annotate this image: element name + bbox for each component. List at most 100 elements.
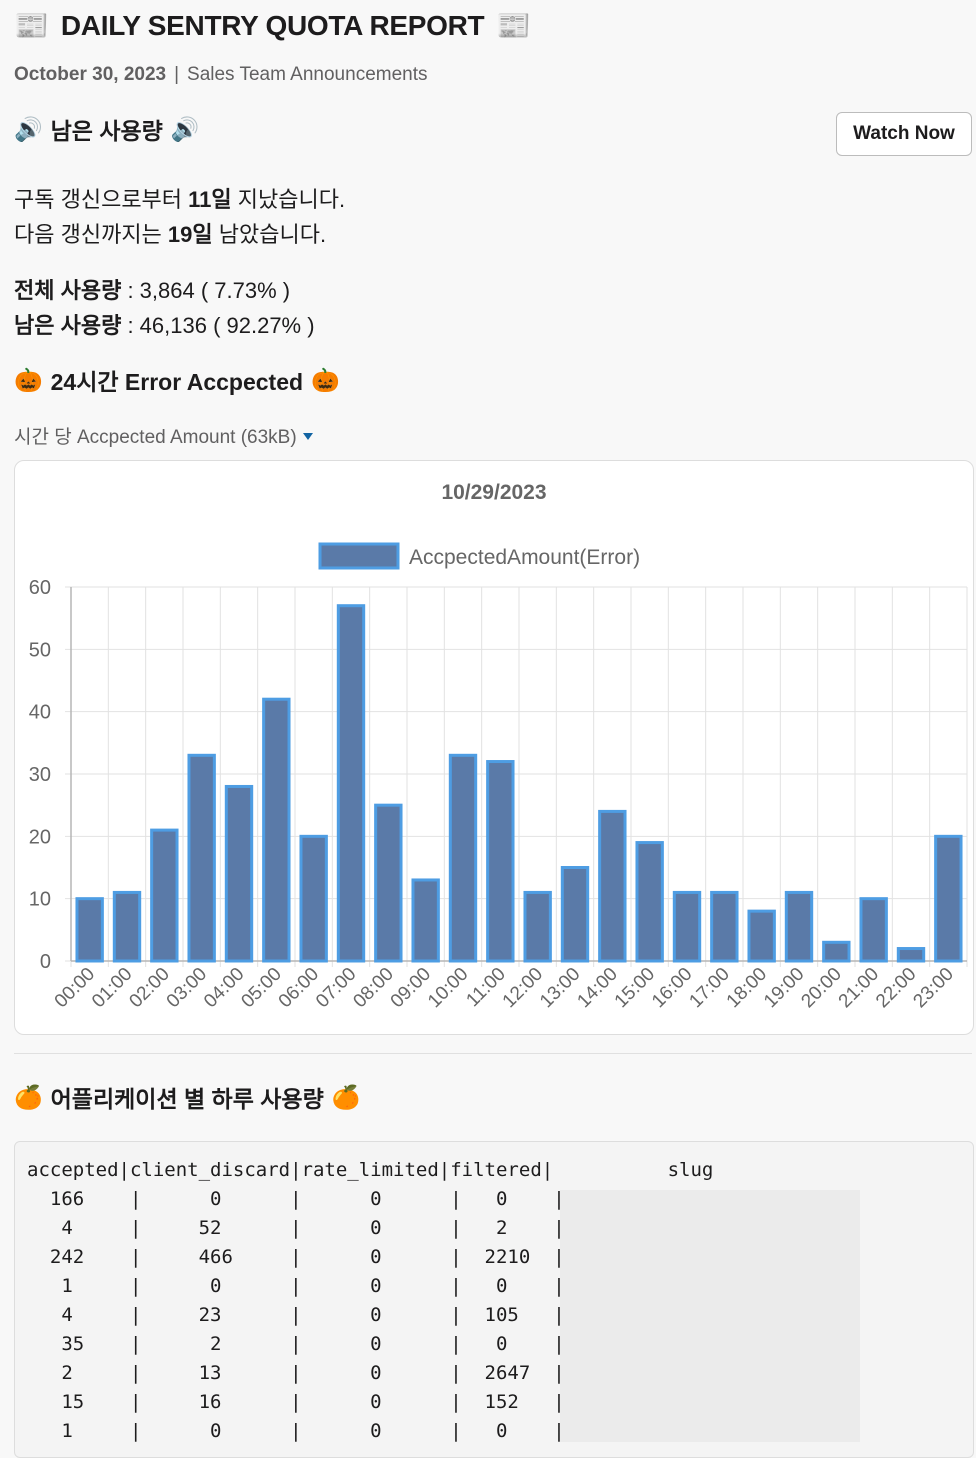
slug-column-redacted [560,1190,860,1442]
bar [822,940,851,963]
table-row: 1 | 0 | 0 | 0 | [27,1420,565,1442]
bar [187,753,216,963]
x-tick-label: 06:00 [275,964,323,1012]
remaining-usage-label: 남은 사용량 [14,313,122,338]
x-tick-label: 03:00 [163,964,211,1012]
bar [859,897,888,963]
attachment-toggle[interactable]: 시간 당 Accpected Amount (63kB) [14,422,313,449]
x-tick-label: 15:00 [611,964,659,1012]
y-tick-label: 40 [29,702,51,724]
caret-down-icon [302,433,313,440]
report-title: DAILY SENTRY QUOTA REPORT [60,10,485,41]
x-tick-label: 02:00 [125,964,173,1012]
bar [747,909,776,963]
renewal-elapsed-line: 구독 갱신으로부터 11일 지났습니다. [14,182,345,217]
bar [784,890,814,963]
speaker-icon: 🔊 [170,115,200,142]
legend-swatch [318,542,400,570]
x-tick-label: 09:00 [387,964,435,1012]
bar [486,760,515,963]
attachment-label: 시간 당 Accpected Amount (63kB) [14,427,297,448]
text-span: 지났습니다. [231,187,346,212]
bar [896,947,926,963]
tangerine-icon: 🍊 [331,1083,361,1110]
newspaper-icon: 📰 [14,10,49,41]
newspaper-icon: 📰 [496,10,532,41]
x-tick-label: 12:00 [499,964,547,1012]
report-date: October 30, 2023 [14,64,167,85]
legend-label: AccpectedAmount(Error) [409,546,640,569]
table-header: accepted|client_discard|rate_limited|fil… [27,1159,714,1181]
chart-attachment[interactable]: 0 10 20 30 40 50 60 10/29/2023 AccpectedAmount(E… [14,460,974,1035]
pumpkin-icon: 🎃 [14,366,43,393]
renewal-remaining-line: 다음 갱신까지는 19일 남았습니다. [14,217,345,252]
total-usage-label: 전체 사용량 [14,278,122,303]
chart-title: 10/29/2023 [441,481,546,504]
error-accepted-title: 24시간 Error Accpected [50,369,304,395]
bar [150,828,179,963]
y-tick-label: 30 [29,764,51,786]
tangerine-icon: 🍊 [14,1083,43,1110]
x-tick-label: 22:00 [872,964,920,1012]
x-tick-label: 04:00 [200,964,248,1012]
bar [374,803,403,963]
section-divider [14,1053,972,1054]
usage-code-block: accepted|client_discard|rate_limited|fil… [14,1141,974,1458]
bar [598,809,627,963]
y-tick-label: 20 [29,826,51,848]
remaining-usage-line: 남은 사용량 : 46,136 ( 92.27% ) [14,308,315,343]
y-tick-label: 10 [29,889,51,911]
x-tick-label: 07:00 [312,964,360,1012]
bar [75,897,104,963]
bar [934,834,963,963]
bar-chart: 0 10 20 30 40 50 60 10/29/2023 AccpectedAmount(E… [29,481,968,1012]
bar [411,878,440,963]
x-tick-label: 10:00 [424,964,472,1012]
watch-now-button[interactable]: Watch Now [836,112,972,156]
report-meta: October 30, 2023 | Sales Team Announcement… [14,64,428,86]
x-tick-label: 16:00 [648,964,696,1012]
channel-link[interactable]: Sales Team Announcements [187,64,428,85]
bar [523,890,552,963]
renewal-info: 구독 갱신으로부터 11일 지났습니다. 다음 갱신까지는 19일 남았습니다. [14,182,345,252]
x-tick-label: 08:00 [349,964,397,1012]
error-accepted-heading: 🎃 24시간 Error Accpected 🎃 [14,363,340,397]
bar [672,890,702,963]
report-title-row: 📰 DAILY SENTRY QUOTA REPORT 📰 [14,8,531,44]
bar [448,753,478,963]
meta-separator: | [174,64,180,85]
x-tick-label: 05:00 [237,964,285,1012]
x-tick-label: 11:00 [462,964,509,1011]
y-tick-label: 60 [29,577,51,599]
table-row: 35 | 2 | 0 | 0 | [27,1333,565,1355]
table-row: 166 | 0 | 0 | 0 | [27,1188,565,1210]
bar [112,890,142,963]
x-tick-label: 21:00 [835,964,883,1012]
elapsed-days: 11일 [188,187,232,212]
table-row: 15 | 16 | 0 | 152 | [27,1391,565,1413]
x-tick-label: 18:00 [723,964,771,1012]
x-tick-label: 19:00 [760,964,808,1012]
bar [299,834,328,963]
x-tick-label: 17:00 [685,964,733,1012]
table-row: 2 | 13 | 0 | 2647 | [27,1362,565,1384]
usage-summary: 전체 사용량 : 3,864 ( 7.73% ) 남은 사용량 : 46,136… [14,273,315,343]
remaining-usage-value: : 46,136 ( 92.27% ) [121,313,315,338]
y-tick-label: 0 [40,951,51,973]
x-tick-label: 00:00 [51,964,99,1012]
x-tick-label: 01:00 [88,964,136,1012]
app-usage-heading: 🍊 어플리케이션 별 하루 사용량 🍊 [14,1080,360,1114]
text-span: 남았습니다. [212,222,327,247]
table-row: 4 | 23 | 0 | 105 | [27,1304,565,1326]
bar [262,697,291,963]
app-usage-title: 어플리케이션 별 하루 사용량 [50,1086,324,1112]
total-usage-line: 전체 사용량 : 3,864 ( 7.73% ) [14,273,315,308]
bar [635,841,664,963]
text-span: 구독 갱신으로부터 [14,187,189,212]
bar [224,784,254,963]
bar [560,866,590,963]
table-row: 242 | 466 | 0 | 2210 | [27,1246,565,1268]
x-tick-label: 14:00 [573,964,621,1012]
bar [710,890,739,963]
y-tick-label: 50 [29,639,51,661]
